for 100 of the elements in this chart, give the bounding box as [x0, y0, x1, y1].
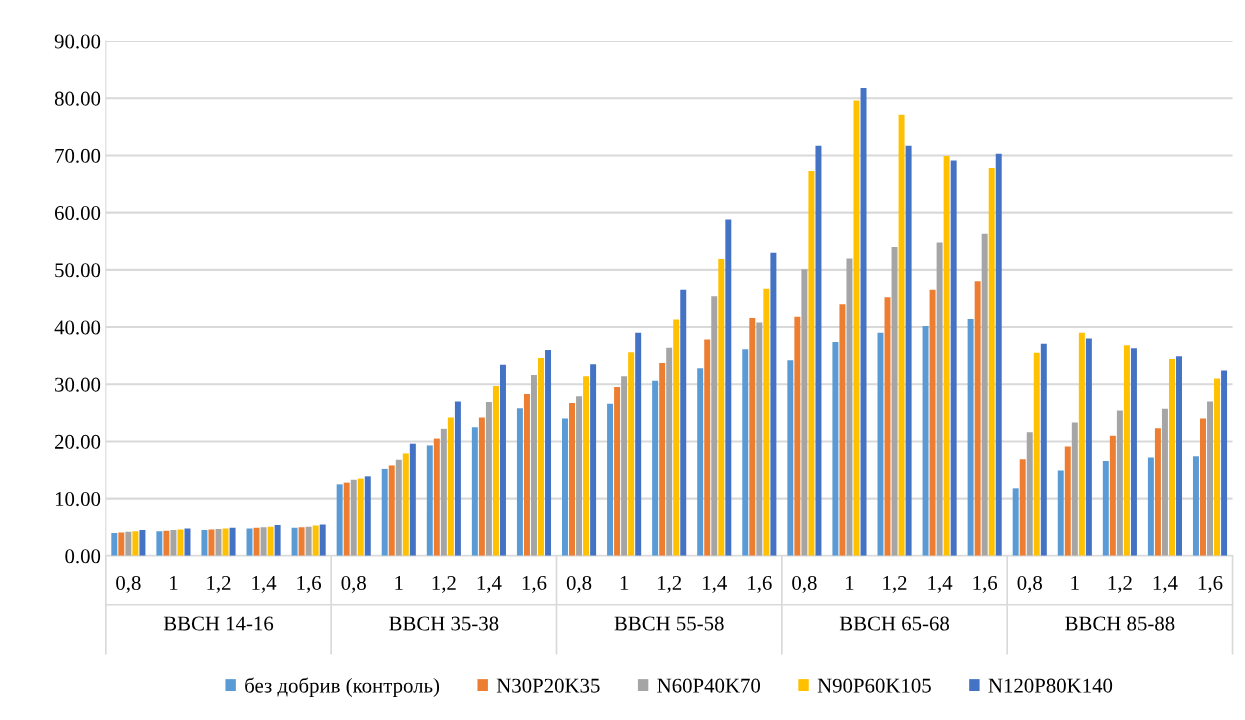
- bar: [545, 349, 552, 556]
- bar: [905, 145, 912, 556]
- bar: [118, 532, 125, 556]
- bar: [1064, 446, 1071, 556]
- bar: [381, 468, 388, 556]
- bar: [350, 479, 357, 556]
- bar: [1207, 401, 1213, 556]
- bar: [170, 530, 177, 556]
- bar: [988, 168, 995, 556]
- bar: [111, 532, 118, 556]
- bar: [530, 375, 537, 556]
- legend-label: N120P80K140: [988, 678, 1113, 693]
- bar: [974, 281, 981, 556]
- bar: [156, 531, 163, 556]
- bar: [718, 258, 725, 556]
- x-tick-label: 1,2: [432, 575, 456, 593]
- bar: [364, 476, 371, 556]
- legend-label: без добрив (контроль): [245, 677, 440, 697]
- bar: [319, 524, 326, 556]
- bar: [815, 145, 822, 556]
- bar: [846, 258, 853, 556]
- x-tick-label: 1,4: [703, 575, 727, 593]
- bar: [1161, 408, 1168, 556]
- bar: [274, 524, 281, 556]
- bar: [267, 526, 274, 556]
- bar: [1109, 435, 1116, 556]
- bar: [1071, 422, 1078, 556]
- bar: [666, 347, 673, 556]
- x-tick-label: 1,6: [297, 575, 322, 593]
- bar: [1130, 348, 1137, 556]
- bar: [298, 527, 305, 556]
- text: BBCH 65-68: [839, 616, 950, 631]
- bar: [516, 408, 523, 556]
- bar: [471, 427, 478, 556]
- bar: [770, 252, 777, 556]
- bar: [756, 322, 763, 556]
- x-tick-label: 1,4: [1153, 575, 1178, 593]
- bar: [659, 363, 666, 556]
- bar: [652, 380, 659, 556]
- bar: [1033, 352, 1040, 556]
- bar: [680, 289, 687, 556]
- bar: [201, 530, 208, 556]
- bar: [426, 445, 433, 556]
- bar: [936, 242, 943, 556]
- bar: [409, 443, 416, 556]
- bar: [1116, 410, 1123, 556]
- bar: [860, 87, 867, 556]
- y-tick-label: 10.00: [55, 492, 101, 507]
- bar: [132, 531, 139, 556]
- bar: [981, 233, 988, 556]
- bar: [1192, 456, 1199, 556]
- bar: [839, 304, 846, 556]
- bar: [440, 428, 447, 556]
- bar: [621, 376, 628, 556]
- bar: [635, 332, 642, 556]
- y-tick-label: 30.00: [55, 377, 101, 392]
- bar: [891, 246, 898, 556]
- bar: [357, 478, 364, 556]
- bar: [538, 357, 544, 556]
- bar: [742, 349, 749, 556]
- y-tick-label: 60.00: [54, 206, 101, 221]
- bar: [499, 364, 506, 556]
- x-tick-label: 1: [170, 575, 178, 590]
- bar: [673, 319, 680, 556]
- y-tick-label: 80.00: [54, 91, 101, 106]
- bar: [1147, 457, 1154, 556]
- bar: [808, 170, 815, 556]
- bar: [1012, 488, 1019, 556]
- bar: [260, 527, 267, 556]
- bar: [1168, 359, 1175, 556]
- bar: [388, 465, 395, 556]
- bar: [1123, 345, 1130, 556]
- bar: [725, 219, 732, 556]
- bar: [222, 528, 229, 556]
- bar: [711, 296, 718, 556]
- bar: [343, 482, 350, 556]
- text: BBCH 55-58: [614, 616, 724, 631]
- bar: [967, 319, 974, 556]
- x-tick-label: 1,6: [973, 575, 998, 593]
- bar: [929, 289, 936, 556]
- x-tick-label: 0,8: [116, 575, 141, 593]
- bar: [801, 269, 808, 556]
- x-tick-label: 1,2: [883, 575, 907, 593]
- bar: [1102, 460, 1109, 556]
- bar: [763, 288, 770, 556]
- bar: [1214, 378, 1221, 556]
- bar: [749, 317, 756, 556]
- bar: [1200, 418, 1206, 556]
- y-tick-label: 70.00: [55, 148, 101, 163]
- bar: [614, 387, 621, 556]
- bar: [447, 417, 454, 556]
- bar: [787, 360, 794, 556]
- bar: [177, 529, 184, 556]
- bar: [922, 325, 929, 556]
- bar: [898, 114, 905, 556]
- bar: [291, 527, 298, 556]
- bar: [1019, 459, 1026, 556]
- bar: [569, 403, 576, 556]
- y-tick-label: 50.00: [55, 263, 101, 278]
- x-tick-label: 1: [395, 575, 403, 590]
